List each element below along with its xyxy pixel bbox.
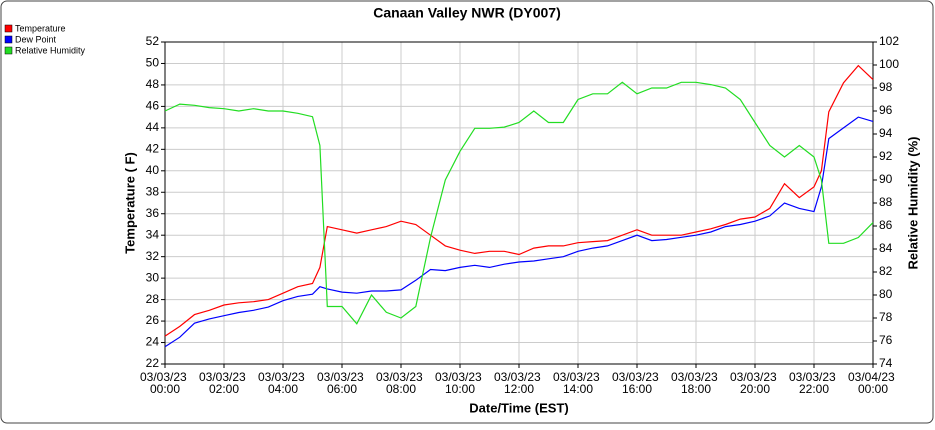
y-tick-label: 50: [146, 56, 160, 70]
x-tick-label: 03/03/23 04:00: [258, 370, 308, 396]
x-tick-label: 03/03/23 14:00: [553, 370, 603, 396]
x-tick-label-line: 18:00: [681, 382, 711, 396]
y2-axis-title: Relative Humidity (%): [905, 137, 920, 270]
plot-border: [164, 41, 874, 365]
y-tick-label: 42: [146, 142, 160, 156]
x-tick-label-line: 03/03/23: [612, 370, 662, 384]
x-tick-label-line: 03/03/23: [494, 370, 544, 384]
series-line: [164, 116, 874, 348]
x-tick-label-line: 12:00: [504, 382, 534, 396]
y-tick-label: 44: [146, 120, 160, 134]
y-tick-label: 26: [146, 313, 160, 327]
y-tick-label: 24: [146, 335, 160, 349]
y2-tick-label: 92: [879, 149, 893, 163]
y2-tick-label: 80: [879, 287, 893, 301]
y2-tick-label: 82: [879, 264, 893, 278]
legend-label: Relative Humidity: [15, 45, 86, 55]
x-tick-label: 03/03/23 08:00: [376, 370, 426, 396]
x-tick-label-line: 22:00: [799, 382, 829, 396]
y-tick-label: 32: [146, 249, 160, 263]
x-tick-label: 03/03/23 02:00: [199, 370, 249, 396]
x-tick-label-line: 03/03/23: [671, 370, 721, 384]
x-tick-label-line: 08:00: [386, 382, 416, 396]
x-tick-label-line: 03/03/23: [730, 370, 780, 384]
x-axis-title: Date/Time (EST): [469, 400, 568, 415]
y2-tick-label: 100: [879, 57, 899, 71]
x-tick-label-line: 02:00: [209, 382, 239, 396]
y2-tick-label: 78: [879, 310, 893, 324]
y2-tick-label: 76: [879, 333, 893, 347]
legend-swatch: [4, 24, 13, 33]
x-tick-label-line: 03/03/23: [553, 370, 603, 384]
y2-tick-label: 98: [879, 80, 893, 94]
x-tick-label-line: 14:00: [563, 382, 593, 396]
x-tick-label-line: 03/03/23: [258, 370, 308, 384]
chart-title: Canaan Valley NWR (DY007): [373, 5, 561, 21]
x-tick-label-line: 03/03/23: [317, 370, 367, 384]
x-tick-label-line: 20:00: [740, 382, 770, 396]
series-line: [164, 81, 874, 325]
x-tick-label-line: 03/03/23: [199, 370, 249, 384]
y2-tick-label: 90: [879, 172, 893, 186]
x-tick-label-line: 03/03/23: [376, 370, 426, 384]
x-tick-label: 03/04/23 00:00: [848, 370, 898, 396]
y-tick-label: 28: [146, 292, 160, 306]
y2-tick-label: 86: [879, 218, 893, 232]
y-axis-title: Temperature ( F): [122, 152, 137, 254]
y-tick-label: 40: [146, 163, 160, 177]
x-tick-label: 03/03/23 12:00: [494, 370, 544, 396]
x-tick-label: 03/03/23 00:00: [140, 370, 190, 396]
x-tick-label-line: 04:00: [268, 382, 298, 396]
x-tick-label-line: 03/03/23: [789, 370, 839, 384]
y-tick-label: 36: [146, 206, 160, 220]
y-tick-label: 34: [146, 227, 160, 241]
x-tick-label: 03/03/23 10:00: [435, 370, 485, 396]
legend-swatch: [4, 35, 13, 44]
x-tick-label-line: 03/04/23: [848, 370, 898, 384]
series-line: [164, 64, 874, 337]
y2-tick-label: 74: [879, 356, 893, 370]
x-tick-label-line: 00:00: [150, 382, 180, 396]
x-tick-label: 03/03/23 18:00: [671, 370, 721, 396]
legend-swatch: [4, 46, 13, 55]
y2-tick-label: 84: [879, 241, 893, 255]
legend-label: Dew Point: [15, 34, 57, 44]
legend-label: Temperature: [15, 23, 66, 33]
x-tick-label-line: 06:00: [327, 382, 357, 396]
y-tick-label: 38: [146, 184, 160, 198]
y-tick-label: 52: [146, 34, 160, 48]
x-tick-label-line: 00:00: [858, 382, 888, 396]
y2-tick-label: 102: [879, 34, 899, 48]
x-tick-label: 03/03/23 22:00: [789, 370, 839, 396]
x-tick-label: 03/03/23 16:00: [612, 370, 662, 396]
x-tick-label-line: 03/03/23: [435, 370, 485, 384]
y-tick-label: 22: [146, 356, 160, 370]
x-tick-label-line: 16:00: [622, 382, 652, 396]
x-tick-label: 03/03/23 06:00: [317, 370, 367, 396]
y2-tick-label: 94: [879, 126, 893, 140]
y-tick-label: 48: [146, 77, 160, 91]
x-tick-label: 03/03/23 20:00: [730, 370, 780, 396]
x-tick-label-line: 03/03/23: [140, 370, 190, 384]
y2-tick-label: 88: [879, 195, 893, 209]
y-tick-label: 46: [146, 99, 160, 113]
y2-tick-label: 96: [879, 103, 893, 117]
y-tick-label: 30: [146, 270, 160, 284]
x-tick-label-line: 10:00: [445, 382, 475, 396]
